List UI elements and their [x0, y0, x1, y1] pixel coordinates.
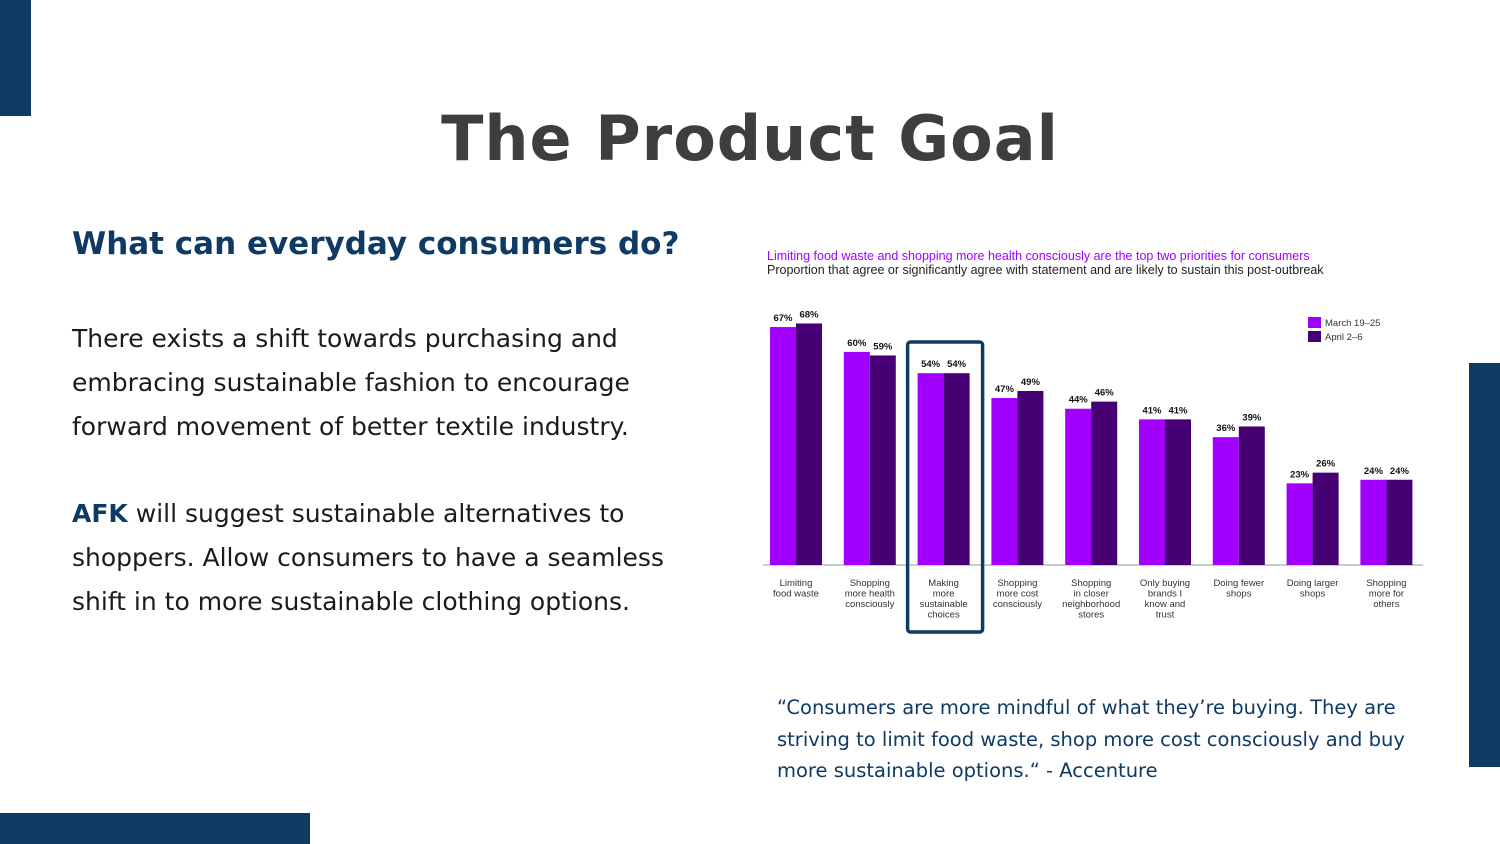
category-label: sustainable	[920, 599, 968, 610]
data-label: 54%	[921, 359, 941, 370]
accent-bar-top-left	[0, 0, 31, 116]
category-label: Shopping	[1071, 578, 1111, 589]
data-label: 46%	[1095, 388, 1115, 399]
category-label: food waste	[773, 589, 819, 600]
category-label: others	[1373, 599, 1400, 610]
bar-1-3	[991, 398, 1018, 565]
accent-bar-right	[1469, 363, 1500, 767]
category-label: more	[933, 589, 955, 600]
brand-name: AFK	[72, 499, 128, 528]
category-label: Making	[928, 578, 959, 589]
accent-bar-bottom	[0, 813, 310, 844]
bar-1-8	[1360, 479, 1387, 565]
category-label: neighborhood	[1062, 599, 1120, 610]
bar-2-6	[1238, 426, 1265, 565]
data-label: 54%	[947, 359, 967, 370]
bar-2-4	[1091, 401, 1118, 565]
chart-title: Limiting food waste and shopping more he…	[767, 249, 1310, 263]
data-label: 24%	[1364, 466, 1384, 477]
data-label: 26%	[1316, 459, 1336, 470]
bar-2-8	[1386, 479, 1413, 565]
intro-paragraph: There exists a shift towards purchasing …	[72, 324, 630, 441]
legend-label-2: April 2–6	[1325, 332, 1363, 343]
category-label: consciously	[993, 599, 1042, 610]
data-label: 24%	[1390, 466, 1410, 477]
category-label: know and	[1145, 599, 1186, 610]
bar-1-2	[917, 373, 944, 565]
category-label: brands I	[1148, 589, 1182, 600]
bar-1-1	[843, 351, 870, 565]
data-label: 36%	[1216, 423, 1236, 434]
bar-1-5	[1139, 419, 1165, 565]
category-label: Limiting	[780, 578, 813, 589]
chart-subtitle: Proportion that agree or significantly a…	[767, 263, 1324, 277]
data-label: 67%	[773, 313, 793, 324]
page-title: The Product Goal	[441, 102, 1059, 175]
data-label: 39%	[1242, 412, 1262, 423]
bar-2-3	[1017, 390, 1044, 565]
data-label: 41%	[1142, 405, 1162, 416]
product-paragraph: AFK will suggest sustainable alternative…	[72, 492, 692, 624]
bar-2-7	[1312, 472, 1339, 565]
data-label: 60%	[847, 338, 867, 349]
category-label: consciously	[845, 599, 894, 610]
category-label: choices	[927, 610, 959, 621]
legend-label-1: March 19–25	[1325, 318, 1380, 329]
category-label: more for	[1369, 589, 1404, 600]
highlight-box	[905, 340, 985, 634]
bar-1-7	[1286, 483, 1313, 565]
bar-1-6	[1212, 437, 1239, 565]
legend-swatch-1	[1308, 317, 1321, 328]
category-label: more cost	[997, 589, 1039, 600]
category-label: Shopping	[850, 578, 890, 589]
bar-2-0	[796, 323, 822, 565]
data-label: 41%	[1168, 405, 1188, 416]
category-label: Doing fewer	[1213, 578, 1264, 589]
quote-text: “Consumers are more mindful of what they…	[777, 696, 1405, 782]
category-label: stores	[1078, 610, 1104, 621]
data-label: 47%	[995, 384, 1015, 395]
data-label: 49%	[1021, 377, 1041, 388]
data-label: 23%	[1290, 469, 1310, 480]
data-label: 44%	[1069, 395, 1089, 406]
bar-1-4	[1065, 408, 1092, 565]
data-label: 59%	[873, 341, 893, 352]
category-label: in closer	[1074, 589, 1109, 600]
category-label: more health	[845, 589, 895, 600]
section-heading: What can everyday consumers do?	[72, 226, 680, 262]
legend-swatch-2	[1308, 331, 1321, 342]
category-label: Doing larger	[1287, 578, 1339, 589]
bar-1-0	[770, 327, 796, 565]
bar-2-2	[943, 373, 970, 565]
bar-2-5	[1165, 419, 1191, 565]
category-label: Shopping	[1366, 578, 1406, 589]
category-label: shops	[1300, 589, 1326, 600]
category-label: trust	[1156, 610, 1175, 621]
data-label: 68%	[799, 309, 819, 320]
category-label: Shopping	[997, 578, 1037, 589]
bar-2-1	[869, 355, 896, 565]
product-paragraph-text: will suggest sustainable alternatives to…	[72, 499, 664, 616]
category-label: Only buying	[1140, 578, 1190, 589]
category-label: shops	[1226, 589, 1252, 600]
